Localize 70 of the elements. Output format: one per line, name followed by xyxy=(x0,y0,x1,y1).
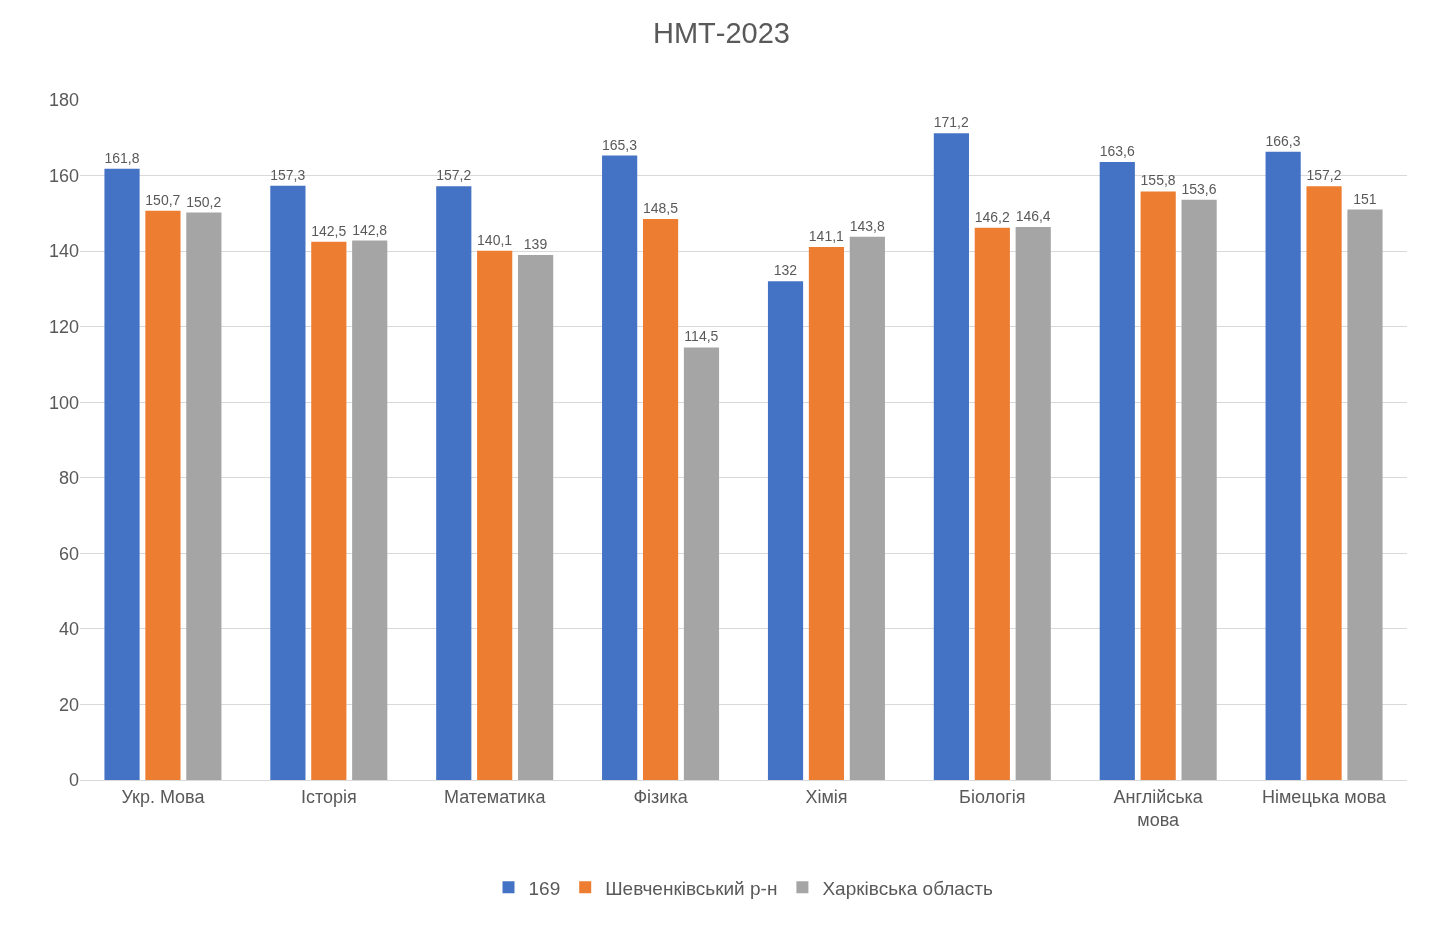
y-tick-label: 180 xyxy=(48,90,79,111)
bar xyxy=(602,155,638,780)
bar xyxy=(145,210,181,780)
bar xyxy=(1181,199,1217,780)
y-tick-label: 40 xyxy=(58,619,79,640)
bar xyxy=(933,133,969,780)
legend-label: Харківська область xyxy=(822,877,994,899)
legend-label: 169 xyxy=(528,877,561,899)
bar xyxy=(311,241,347,780)
data-label: 150,7 xyxy=(145,191,181,208)
x-tick-label: Історія xyxy=(300,786,357,807)
data-label: 143,8 xyxy=(849,217,885,234)
data-label: 157,2 xyxy=(436,167,472,184)
bar xyxy=(642,219,679,780)
data-label: 153,6 xyxy=(1181,180,1217,197)
x-tick-label: Хімія xyxy=(805,786,848,807)
data-label: 132 xyxy=(773,262,798,279)
y-tick-label: 140 xyxy=(48,241,79,262)
data-label: 142,5 xyxy=(311,222,347,239)
bar xyxy=(186,212,222,780)
x-tick-label: Біологія xyxy=(959,786,1026,807)
data-label: 155,8 xyxy=(1140,172,1176,189)
data-label: 114,5 xyxy=(684,328,719,345)
bar xyxy=(518,254,554,780)
data-label: 142,8 xyxy=(352,221,388,238)
bar xyxy=(1099,161,1135,780)
bar xyxy=(352,240,388,780)
bar xyxy=(683,347,720,780)
bar xyxy=(477,250,513,780)
data-label: 151 xyxy=(1353,190,1377,207)
bar xyxy=(1140,191,1176,780)
x-tick-label: Німецька мова xyxy=(1262,786,1388,807)
data-label: 150,2 xyxy=(186,193,222,210)
data-label: 148,5 xyxy=(642,200,679,216)
y-tick-label: 20 xyxy=(58,694,79,715)
bar xyxy=(1265,151,1301,780)
bar xyxy=(849,236,885,780)
data-label: 141,1 xyxy=(808,227,845,244)
bar xyxy=(974,227,1010,780)
bar xyxy=(104,168,140,780)
data-label: 157,2 xyxy=(1306,167,1342,184)
chart-title: НМТ-2023 xyxy=(653,16,790,49)
data-label: 163,6 xyxy=(1099,142,1135,159)
bar xyxy=(436,186,472,780)
bar xyxy=(808,246,845,780)
data-label: 146,4 xyxy=(1015,207,1051,224)
data-label: 165,3 xyxy=(602,136,638,153)
x-tick-label: Укр. Мова xyxy=(121,786,206,807)
bar xyxy=(1306,186,1342,780)
data-label: 139 xyxy=(523,235,548,252)
y-tick-label: 120 xyxy=(48,316,79,337)
bar xyxy=(1015,226,1051,780)
data-label: 140,1 xyxy=(477,231,513,248)
y-tick-label: 60 xyxy=(58,543,79,564)
x-tick-label: Математика xyxy=(443,786,547,807)
bar xyxy=(270,185,306,780)
y-tick-label: 100 xyxy=(48,392,79,413)
y-tick-label: 80 xyxy=(58,468,79,489)
data-label: 157,3 xyxy=(270,166,306,183)
y-tick-label: 160 xyxy=(48,165,79,186)
data-label: 166,3 xyxy=(1265,132,1301,149)
data-label: 171,2 xyxy=(933,114,969,131)
bar xyxy=(1347,209,1383,780)
x-tick-label: Англійська мова xyxy=(1113,786,1204,830)
data-label: 161,8 xyxy=(104,149,140,166)
data-label: 146,2 xyxy=(974,208,1010,225)
bar xyxy=(767,281,804,780)
x-tick-label: Фізика xyxy=(633,786,689,807)
y-tick-label: 0 xyxy=(68,770,79,791)
legend-label: Шевченківський р-н xyxy=(605,877,778,899)
